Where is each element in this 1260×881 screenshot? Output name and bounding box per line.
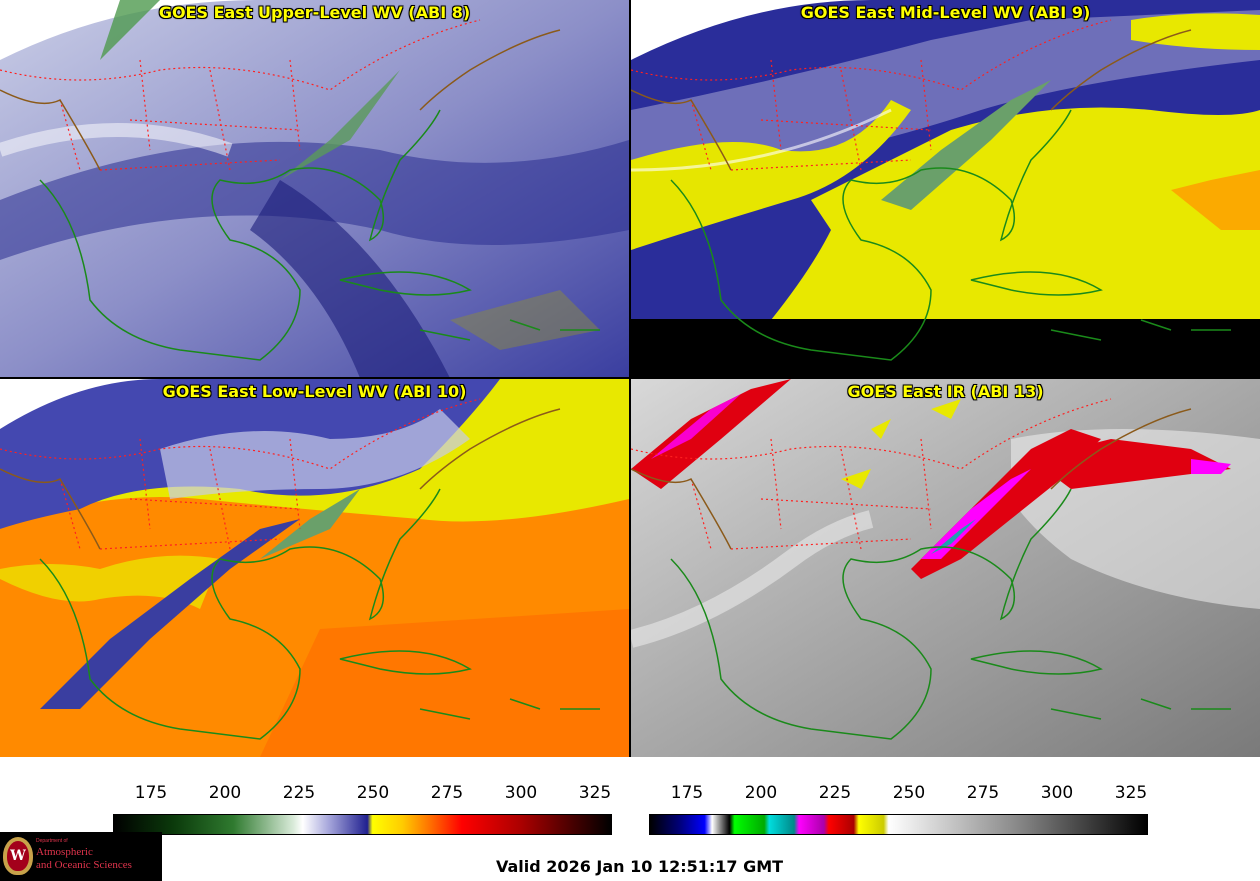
tick-label: 325: [578, 783, 612, 803]
colorbar-ir-scale: [649, 814, 1148, 835]
tick-label: 200: [208, 783, 242, 803]
tick-label: 250: [356, 783, 390, 803]
panel-title: GOES East Upper-Level WV (ABI 8): [158, 3, 471, 22]
colorbar-wv: 175 200 225 250 275 300 325: [0, 783, 630, 839]
tick-label: 175: [134, 783, 168, 803]
tick-label: 275: [966, 783, 1000, 803]
ir13-image: [631, 379, 1260, 757]
wv8-image: [0, 0, 629, 378]
wv10-image: [0, 379, 629, 757]
wv9-image: [631, 0, 1260, 378]
logo-dept-text: Department of: [36, 838, 68, 844]
colorbar-ir-ticks: 175 200 225 250 275 300 325: [0, 783, 1260, 807]
panel-ir: GOES East IR (ABI 13): [631, 379, 1260, 757]
panel-mid-level-wv: GOES East Mid-Level WV (ABI 9): [631, 0, 1260, 378]
colorbar-wv-ticks: 175 200 225 250 275 300 325: [0, 783, 630, 807]
tick-label: 300: [504, 783, 538, 803]
tick-label: 225: [282, 783, 316, 803]
tick-label: 325: [1114, 783, 1148, 803]
tick-label: 250: [892, 783, 926, 803]
uw-seal-icon: W: [3, 837, 33, 875]
aos-logo: W Department of Atmospheric and Oceanic …: [0, 832, 162, 881]
tick-label: 225: [818, 783, 852, 803]
logo-line1: Atmospheric: [36, 846, 93, 858]
tick-label: 200: [744, 783, 778, 803]
panel-divider-horizontal: [0, 377, 1260, 379]
logo-line2: and Oceanic Sciences: [36, 859, 132, 871]
panel-title: GOES East Low-Level WV (ABI 10): [162, 382, 467, 401]
panel-title: GOES East IR (ABI 13): [847, 382, 1044, 401]
tick-label: 275: [430, 783, 464, 803]
panel-title: GOES East Mid-Level WV (ABI 9): [800, 3, 1091, 22]
colorbar-ir: 175 200 225 250 275 300 325: [0, 783, 1260, 839]
valid-time: Valid 2026 Jan 10 12:51:17 GMT: [496, 857, 784, 876]
panel-upper-level-wv: GOES East Upper-Level WV (ABI 8): [0, 0, 629, 378]
tick-label: 175: [670, 783, 704, 803]
panel-low-level-wv: GOES East Low-Level WV (ABI 10): [0, 379, 629, 757]
colorbar-wv-scale: [113, 814, 612, 835]
tick-label: 300: [1040, 783, 1074, 803]
